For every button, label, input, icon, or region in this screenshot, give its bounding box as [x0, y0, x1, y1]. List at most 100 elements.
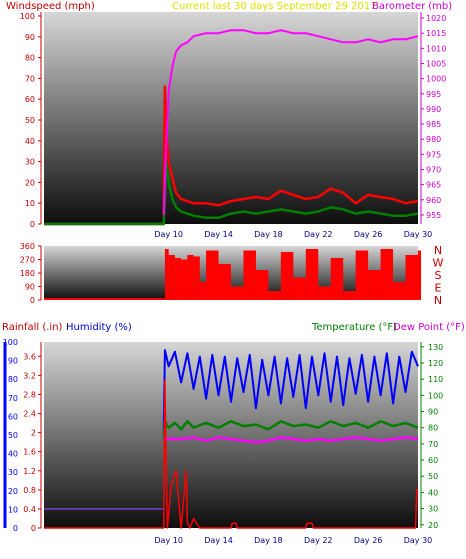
windspeed-tick-label: 70 — [25, 74, 35, 83]
windspeed-tick-label: 50 — [25, 116, 35, 125]
series-windspeed-mph — [44, 85, 419, 226]
rainfall-ticks: 0 0.4 0.8 1.2 1.6 2 2.4 2.8 3.2 3.6 — [23, 342, 42, 533]
barometer-tick-label: 980 — [426, 135, 441, 144]
humidity-ticks: 0 10 20 30 40 50 60 70 80 90 100 — [3, 338, 18, 533]
humidity-tick-label: 40 — [8, 450, 18, 459]
rainfall-tick-label: 2.8 — [23, 390, 36, 399]
direction-point — [168, 255, 175, 300]
barometer-tick-label: 1015 — [426, 29, 446, 38]
rain-x-tick-label: Day 14 — [204, 536, 233, 545]
temperature-tick-label: 70 — [428, 440, 438, 449]
humidity-tick-label: 60 — [8, 412, 18, 421]
direction-point — [193, 256, 200, 300]
direction-point — [231, 286, 244, 300]
humidity-tick-label: 90 — [8, 357, 18, 366]
direction-tick-label: 180 — [20, 269, 35, 278]
rainfall-tick-label: 1.6 — [23, 448, 36, 457]
rain-x-ticks: Day 10 Day 14 Day 18 Day 22 Day 26 Day 30 — [154, 536, 432, 545]
temperature-tick-label: 80 — [428, 424, 438, 433]
windspeed-tick-label: 20 — [25, 178, 35, 187]
compass-label: N — [434, 294, 442, 307]
compass-label: W — [433, 257, 444, 270]
direction-tick-label: 0 — [30, 296, 35, 305]
windspeed-tick-label: 100 — [20, 12, 35, 21]
rainfall-tick-label: 3.2 — [23, 371, 36, 380]
windspeed-tick-label: 30 — [25, 158, 35, 167]
barometer-tick-label: 1005 — [426, 59, 446, 68]
humidity-tick-label: 100 — [3, 338, 18, 347]
barometer-tick-label: 970 — [426, 165, 441, 174]
wind-x-tick-label: Day 14 — [204, 230, 233, 239]
windspeed-ticks: 0 10 20 30 40 50 60 70 80 90 100 — [20, 12, 42, 229]
temperature-tick-label: 120 — [428, 359, 443, 368]
chart-title: Current last 30 days September 29 2017 — [172, 1, 376, 12]
compass-label: E — [435, 282, 442, 295]
barometer-tick-label: 985 — [426, 120, 441, 129]
humidity-axis-label: Humidity (%) — [66, 322, 132, 333]
compass-label: S — [435, 269, 442, 282]
barometer-tick-label: 975 — [426, 150, 441, 159]
windspeed-axis-label: Windspeed (mph) — [6, 1, 95, 12]
rain-x-tick-label: Day 30 — [404, 536, 433, 545]
temperature-axis-label: Temperature (°F) — [311, 322, 397, 333]
rain-x-tick-label: Day 18 — [254, 536, 283, 545]
direction-ticks: 0 90 180 270 360 — [20, 242, 42, 305]
barometer-tick-label: 965 — [426, 181, 441, 190]
rainfall-tick-label: 2.4 — [23, 410, 36, 419]
direction-point — [187, 255, 194, 300]
series-rainfall-in — [44, 379, 418, 529]
humidity-tick-label: 30 — [8, 468, 18, 477]
windspeed-tick-label: 80 — [25, 54, 35, 63]
temperature-tick-label: 110 — [428, 375, 443, 384]
humidity-tick-label: 20 — [8, 487, 18, 496]
direction-point — [380, 249, 394, 300]
rainfall-tick-label: 0.4 — [23, 505, 36, 514]
dewpoint-axis-label: Dew Point (°F) — [393, 322, 465, 333]
direction-series — [44, 249, 421, 300]
direction-point — [343, 291, 356, 300]
direction-point — [418, 250, 421, 300]
windspeed-tick-label: 10 — [25, 199, 35, 208]
direction-point — [405, 255, 418, 300]
temperature-tick-label: 60 — [428, 456, 438, 465]
direction-tick-label: 270 — [20, 256, 35, 265]
temperature-tick-label: 40 — [428, 488, 438, 497]
direction-point — [243, 250, 256, 300]
barometer-tick-label: 960 — [426, 196, 441, 205]
temperature-tick-label: 30 — [428, 505, 438, 514]
direction-tick-label: 90 — [25, 283, 35, 292]
temperature-tick-label: 130 — [428, 343, 443, 352]
rainfall-tick-label: 0 — [31, 524, 36, 533]
direction-point — [174, 258, 182, 300]
wind-x-tick-label: Day 30 — [404, 230, 433, 239]
wind-x-tick-label: Day 22 — [304, 230, 333, 239]
direction-point — [218, 264, 231, 300]
series-barometer-mb — [162, 29, 419, 215]
rainfall-tick-label: 0.8 — [23, 486, 36, 495]
rain-x-tick-label: Day 22 — [304, 536, 333, 545]
rain-plot-area — [44, 342, 418, 528]
windspeed-tick-label: 60 — [25, 95, 35, 104]
rainfall-axis-label: Rainfall (.in) — [2, 322, 63, 333]
wind-x-tick-label: Day 10 — [154, 230, 183, 239]
direction-point — [305, 249, 319, 300]
direction-point — [393, 282, 406, 300]
temperature-tick-label: 100 — [428, 391, 443, 400]
direction-point — [330, 258, 344, 300]
windspeed-tick-label: 90 — [25, 33, 35, 42]
barometer-tick-label: 1010 — [426, 44, 446, 53]
barometer-tick-label: 1020 — [426, 14, 446, 23]
series-gust — [44, 160, 419, 226]
wind-x-ticks: Day 10 Day 14 Day 18 Day 22 Day 26 Day 30 — [154, 230, 432, 239]
humidity-tick-label: 50 — [8, 431, 18, 440]
series-dew-point-f — [162, 436, 419, 444]
rainfall-tick-label: 1.2 — [23, 467, 36, 476]
temperature-ticks: 20 30 40 50 60 70 80 90 100 110 120 130 — [420, 342, 443, 530]
windspeed-tick-label: 0 — [30, 220, 35, 229]
rainfall-tick-label: 3.6 — [23, 352, 36, 361]
direction-point — [293, 277, 306, 300]
wind-series — [44, 29, 419, 226]
